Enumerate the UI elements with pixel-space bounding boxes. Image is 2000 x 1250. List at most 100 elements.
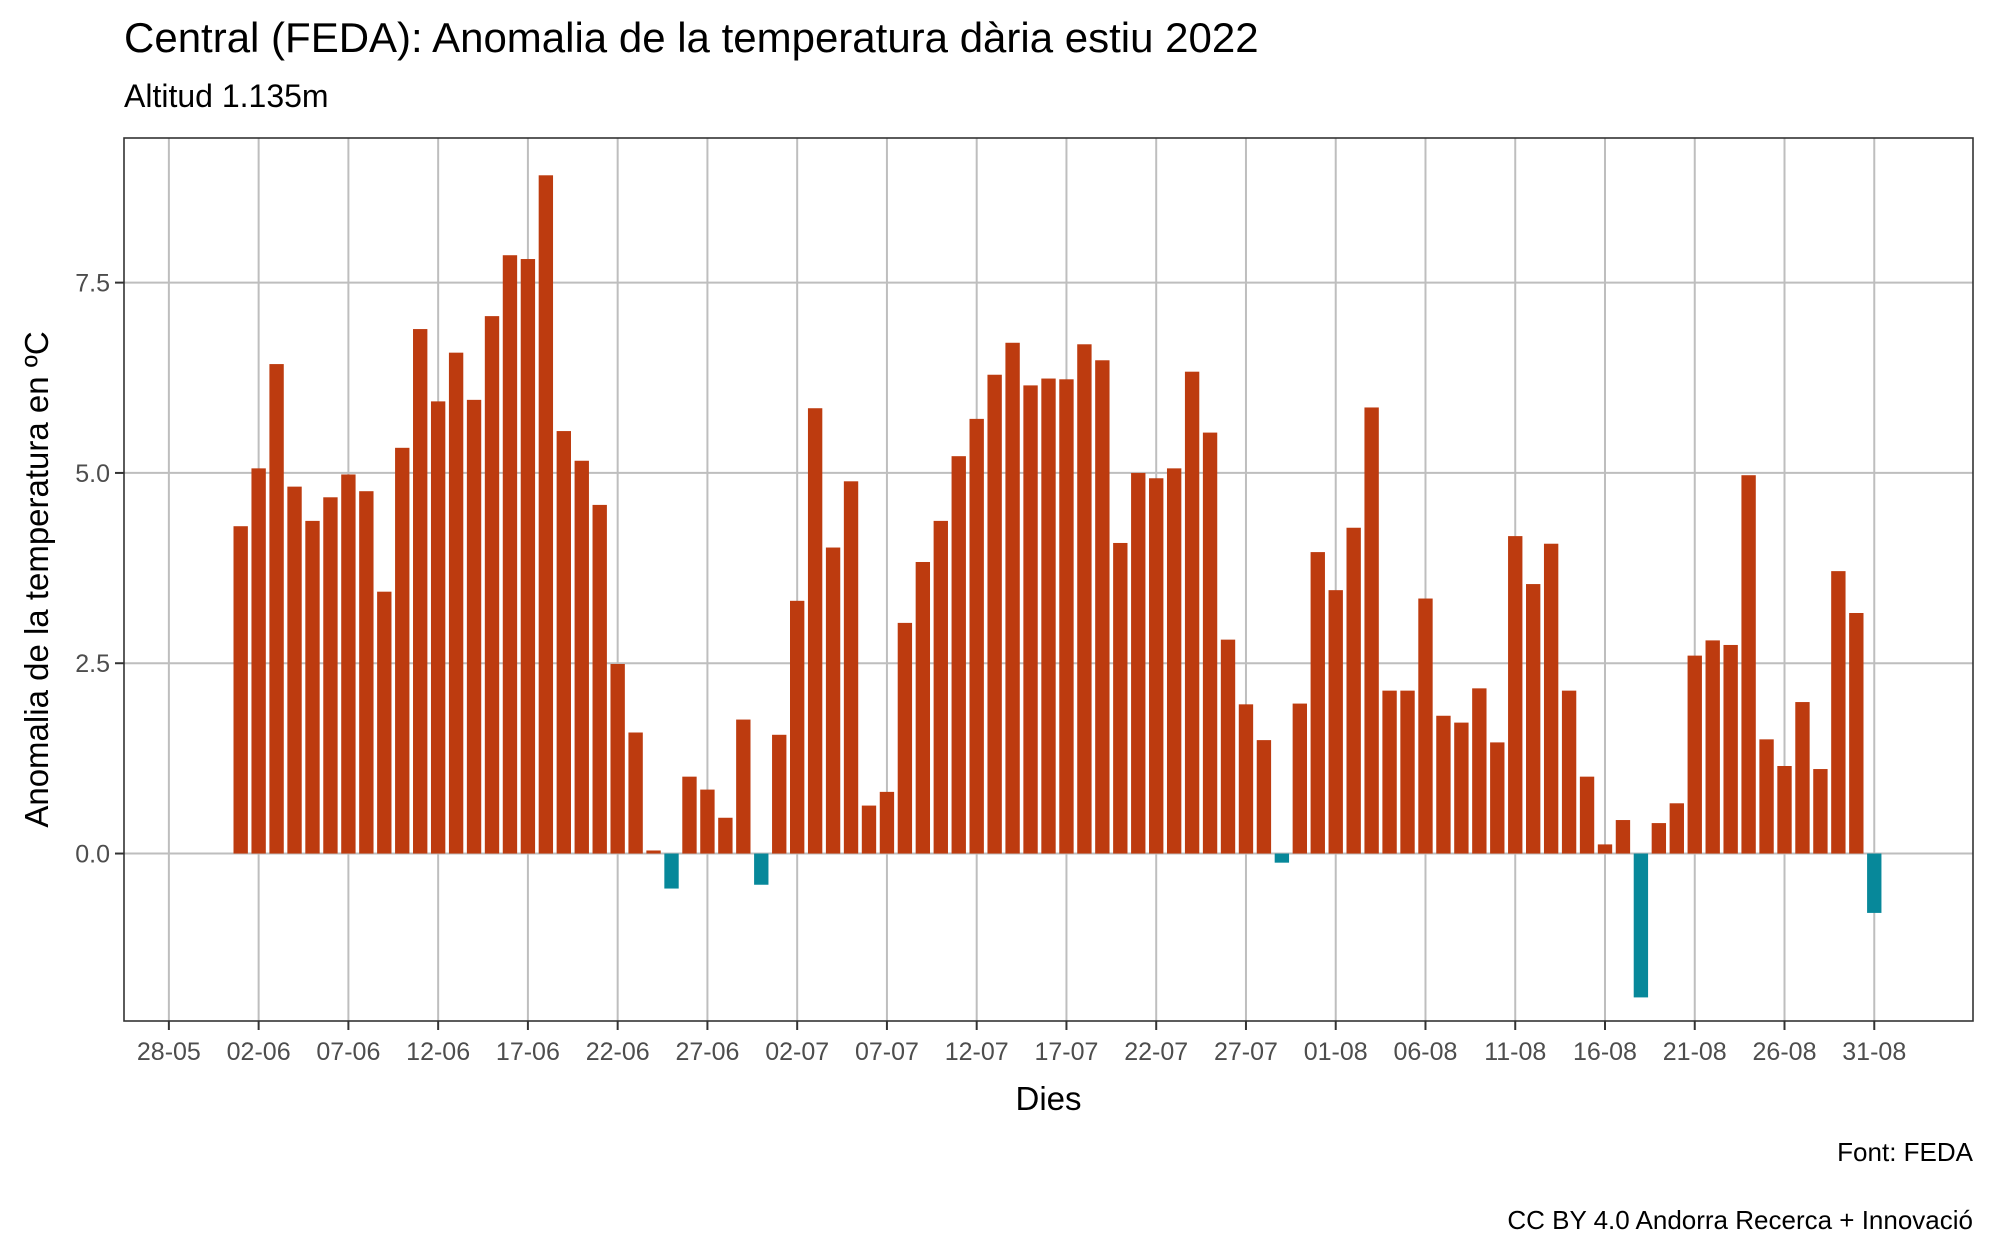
chart-title: Central (FEDA): Anomalia de la temperatu… (124, 14, 1259, 61)
bar (377, 591, 392, 854)
bar (610, 663, 625, 854)
y-tick-label: 0.0 (75, 841, 110, 869)
bar (1436, 715, 1451, 854)
bar (1472, 688, 1487, 854)
bar (538, 175, 554, 854)
x-tick-label: 31-08 (1842, 1038, 1906, 1066)
y-tick-label: 5.0 (75, 460, 110, 488)
bar (1274, 853, 1290, 863)
bar (1131, 472, 1146, 854)
bar (1633, 853, 1649, 998)
bar (1723, 644, 1738, 854)
bar (448, 352, 464, 854)
x-tick-label: 11-08 (1484, 1038, 1546, 1066)
bar (251, 468, 266, 854)
bar (1777, 765, 1792, 854)
bar (861, 805, 877, 854)
bar (754, 853, 769, 885)
x-tick-label: 26-08 (1753, 1038, 1817, 1066)
bar (1687, 655, 1702, 854)
bar (1023, 385, 1038, 854)
bar (1543, 543, 1559, 854)
x-tick-label: 28-05 (137, 1038, 201, 1066)
bar (1113, 542, 1128, 854)
bar (843, 481, 859, 854)
x-tick-label: 07-07 (855, 1038, 919, 1066)
bar (1651, 823, 1667, 854)
bar (1364, 407, 1379, 854)
bar (1220, 639, 1236, 854)
plot-panel-border (123, 137, 1974, 1022)
bar (718, 817, 733, 854)
x-tick-label: 12-06 (406, 1038, 470, 1066)
x-tick-label: 17-06 (496, 1038, 560, 1066)
axis-ticks: 0.0 2.5 5.0 7.5 28-05 02-06 07-06 12-06 17-06 22-… (75, 270, 1906, 1066)
bar (520, 259, 536, 854)
bar (1400, 690, 1415, 854)
x-tick-label: 02-06 (227, 1038, 291, 1066)
bar (269, 364, 284, 854)
bar (1831, 571, 1846, 854)
bar (1005, 342, 1020, 854)
bar (1059, 379, 1074, 854)
bar (1615, 820, 1631, 854)
bar (772, 734, 787, 854)
bar (700, 789, 715, 854)
bar (1454, 722, 1469, 854)
bar (1202, 432, 1218, 854)
x-tick-label: 27-06 (675, 1038, 739, 1066)
bar (305, 520, 320, 854)
bar (341, 474, 356, 854)
bar (628, 732, 643, 854)
bar (682, 776, 697, 854)
bar (897, 622, 913, 854)
x-axis-title: Dies (1015, 1080, 1081, 1117)
bar (1490, 742, 1505, 854)
x-tick-label: 01-08 (1304, 1038, 1368, 1066)
bar (1041, 378, 1056, 854)
bar (736, 719, 751, 854)
x-tick-label: 22-06 (586, 1038, 650, 1066)
bar (1238, 704, 1254, 854)
caption-license: CC BY 4.0 Andorra Recerca + Innovació (1507, 1205, 1973, 1235)
bar (1346, 527, 1361, 854)
bar (1149, 478, 1164, 854)
bar (413, 329, 428, 854)
bar (1095, 360, 1110, 854)
bar (574, 460, 589, 854)
bar (323, 497, 338, 854)
bar (1813, 769, 1828, 854)
bar (664, 853, 679, 889)
bar (1184, 371, 1200, 854)
x-tick-label: 07-06 (316, 1038, 380, 1066)
x-tick-label: 27-07 (1214, 1038, 1278, 1066)
bar (466, 399, 482, 854)
y-axis-title: Anomalia de la temperatura en ºC (18, 331, 55, 827)
bar (1292, 703, 1308, 854)
bar (1077, 344, 1092, 854)
bar (1867, 853, 1882, 913)
bar (987, 374, 1002, 854)
bar (1328, 590, 1343, 854)
bar (1561, 690, 1577, 854)
bar (1256, 740, 1272, 854)
bar (1526, 584, 1541, 854)
bar (1382, 690, 1397, 854)
bar (1597, 844, 1613, 854)
bar (1759, 739, 1774, 854)
bar (1705, 640, 1720, 854)
bar (556, 431, 571, 854)
y-tick-label: 7.5 (75, 270, 110, 298)
bar (1795, 702, 1810, 854)
bar (430, 401, 446, 854)
x-tick-label: 17-07 (1034, 1038, 1098, 1066)
y-tick-label: 2.5 (75, 650, 110, 678)
bar (1508, 536, 1523, 854)
bar (969, 418, 984, 854)
chart-subtitle: Altitud 1.135m (124, 78, 329, 114)
bar (951, 456, 966, 854)
bar (1418, 598, 1433, 854)
bar (807, 408, 823, 854)
x-tick-label: 16-08 (1573, 1038, 1637, 1066)
